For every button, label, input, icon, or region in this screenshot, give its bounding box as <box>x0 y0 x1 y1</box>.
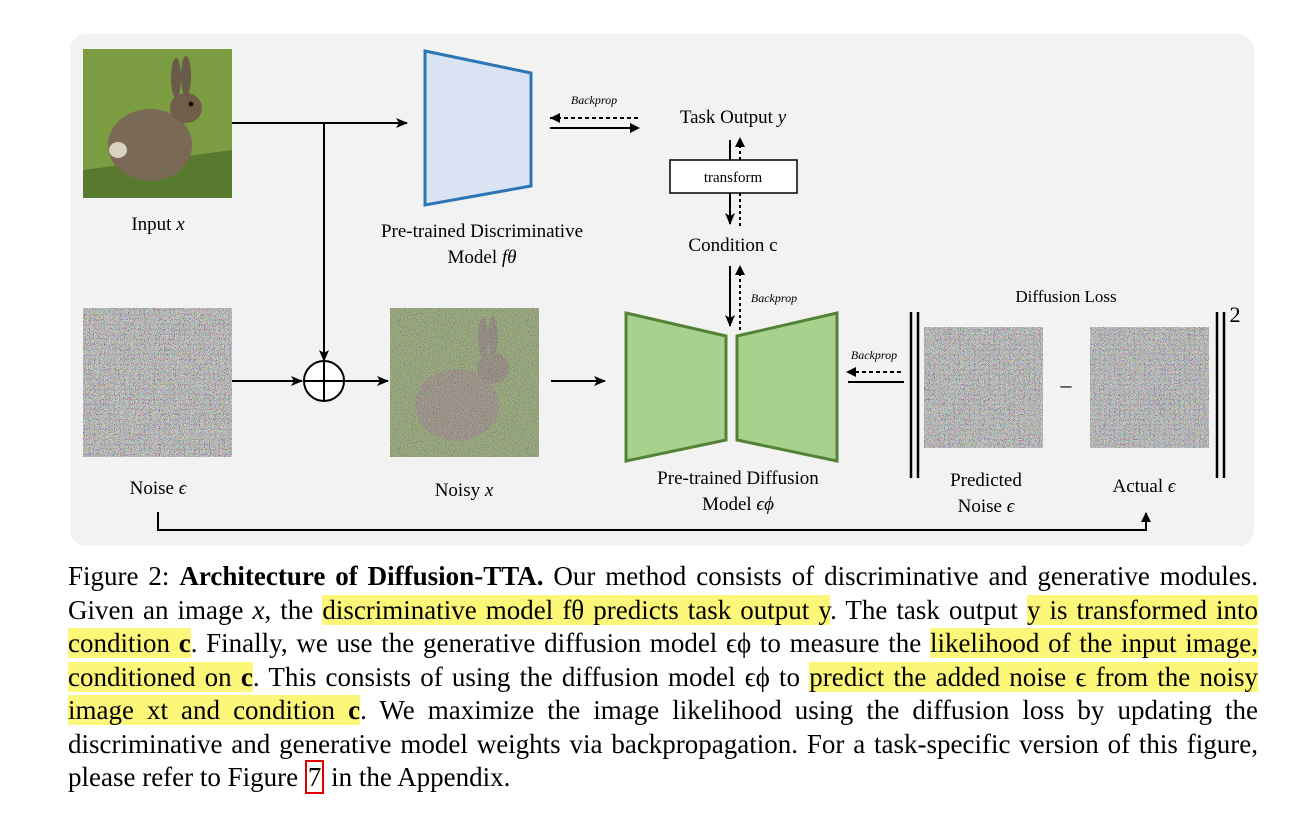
input-label: Input x <box>131 214 185 235</box>
caption-fig-num: Figure 2: <box>68 561 170 591</box>
noisy-label: Noisy x <box>435 480 494 501</box>
predicted-label-line1: Predicted <box>950 470 1022 491</box>
transform-box <box>669 159 798 194</box>
transform-to-condition-arrows <box>725 193 741 228</box>
noise-label: Noise ϵ <box>130 478 188 499</box>
input-image <box>83 49 232 198</box>
caption-condition-c1: c <box>178 628 191 658</box>
figure-caption: Figure 2: Architecture of Diffusion-TTA.… <box>68 560 1258 795</box>
actual-label: Actual ϵ <box>1112 476 1176 497</box>
transform-label: transform <box>704 170 763 186</box>
predicted-noise-image <box>924 327 1043 448</box>
architecture-diagram: Input x Noise ϵ Noisy x Pre-trained Disc… <box>70 34 1254 546</box>
backprop-label-mid: Backprop <box>751 291 797 305</box>
diff-model-label-line1: Pre-trained Diffusion <box>657 468 819 489</box>
backprop-label-top: Backprop <box>571 93 617 107</box>
caption-condition-c2: c <box>240 661 253 692</box>
caption-condition-c3: c <box>348 695 361 725</box>
backprop-arrow-loss <box>846 367 904 383</box>
caption-text-6: . We maximize the image likelihood using… <box>68 695 1258 792</box>
actual-noise-image <box>1090 327 1209 448</box>
caption-text-1: Our method consists of discriminative an… <box>68 561 1259 625</box>
minus-operator: – <box>1060 372 1073 397</box>
task-output-label: Task Output y <box>680 107 787 128</box>
noisy-image <box>390 308 539 457</box>
task-to-transform-arrows <box>729 137 745 160</box>
diffusion-loss-label: Diffusion Loss <box>1015 287 1116 306</box>
diff-model-label-line2: Model ϵϕ <box>702 494 774 515</box>
caption-var-x: x <box>252 594 265 625</box>
caption-title: Architecture of Diffusion-TTA. <box>179 561 544 591</box>
condition-label: Condition c <box>688 235 777 256</box>
caption-text-7: in the Appendix. <box>324 762 511 792</box>
disc-model-label-line1: Pre-trained Discriminative <box>381 221 583 242</box>
caption-highlight-1: discriminative model fθ predicts task ou… <box>322 594 831 625</box>
caption-text-4: . Finally, we use the generative diffusi… <box>190 628 930 658</box>
backprop-label-loss: Backprop <box>851 348 897 362</box>
sum-operator-icon <box>303 360 345 402</box>
disc-model-label-line2: Model fθ <box>448 247 517 268</box>
norm-bars-right <box>1215 312 1226 478</box>
discriminative-model-shape <box>423 49 533 207</box>
diffusion-model-shape <box>624 311 839 463</box>
figure-reference-link[interactable]: 7 <box>304 760 325 794</box>
norm-exponent: 2 <box>1230 302 1241 327</box>
predicted-label-line2: Noise ϵ <box>958 496 1016 517</box>
noise-image <box>83 308 232 457</box>
backprop-arrow-top <box>550 113 640 133</box>
caption-text-2: , the <box>264 594 323 625</box>
caption-text-5: . This consists of using the diffusion m… <box>252 661 810 692</box>
caption-text-3: . The task output <box>830 594 1027 625</box>
norm-bars-left <box>909 312 920 478</box>
condition-to-diffusion-arrows <box>725 265 745 330</box>
